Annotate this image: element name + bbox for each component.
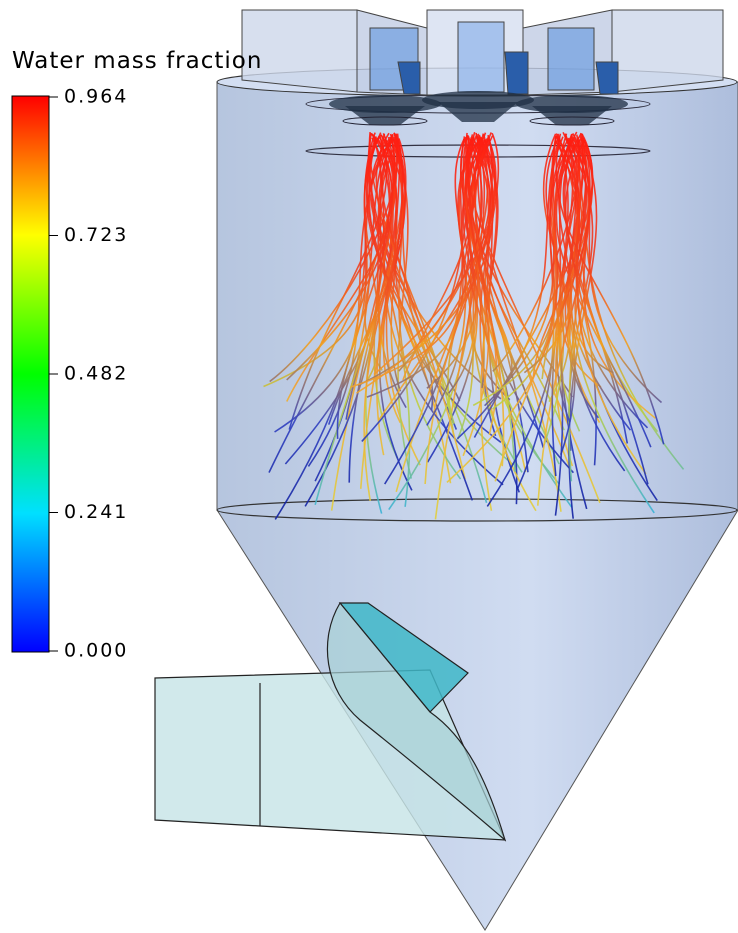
colorbar-title: Water mass fraction — [12, 48, 262, 74]
colorbar-tick-label: 0.482 — [64, 363, 128, 385]
colorbar-tick-label: 0.723 — [64, 224, 128, 246]
colorbar-tick-label: 0.000 — [64, 640, 128, 662]
colorbar-tick-label: 0.241 — [64, 501, 128, 523]
page: Water mass fraction 0.964 0.723 0.482 0.241… — [0, 0, 738, 933]
scene: Water mass fraction 0.964 0.723 0.482 0.241… — [0, 0, 738, 933]
colorbar — [12, 96, 49, 652]
top-inlets — [242, 10, 723, 95]
nozzles — [329, 91, 628, 125]
colorbar-tick-label: 0.964 — [64, 86, 128, 108]
